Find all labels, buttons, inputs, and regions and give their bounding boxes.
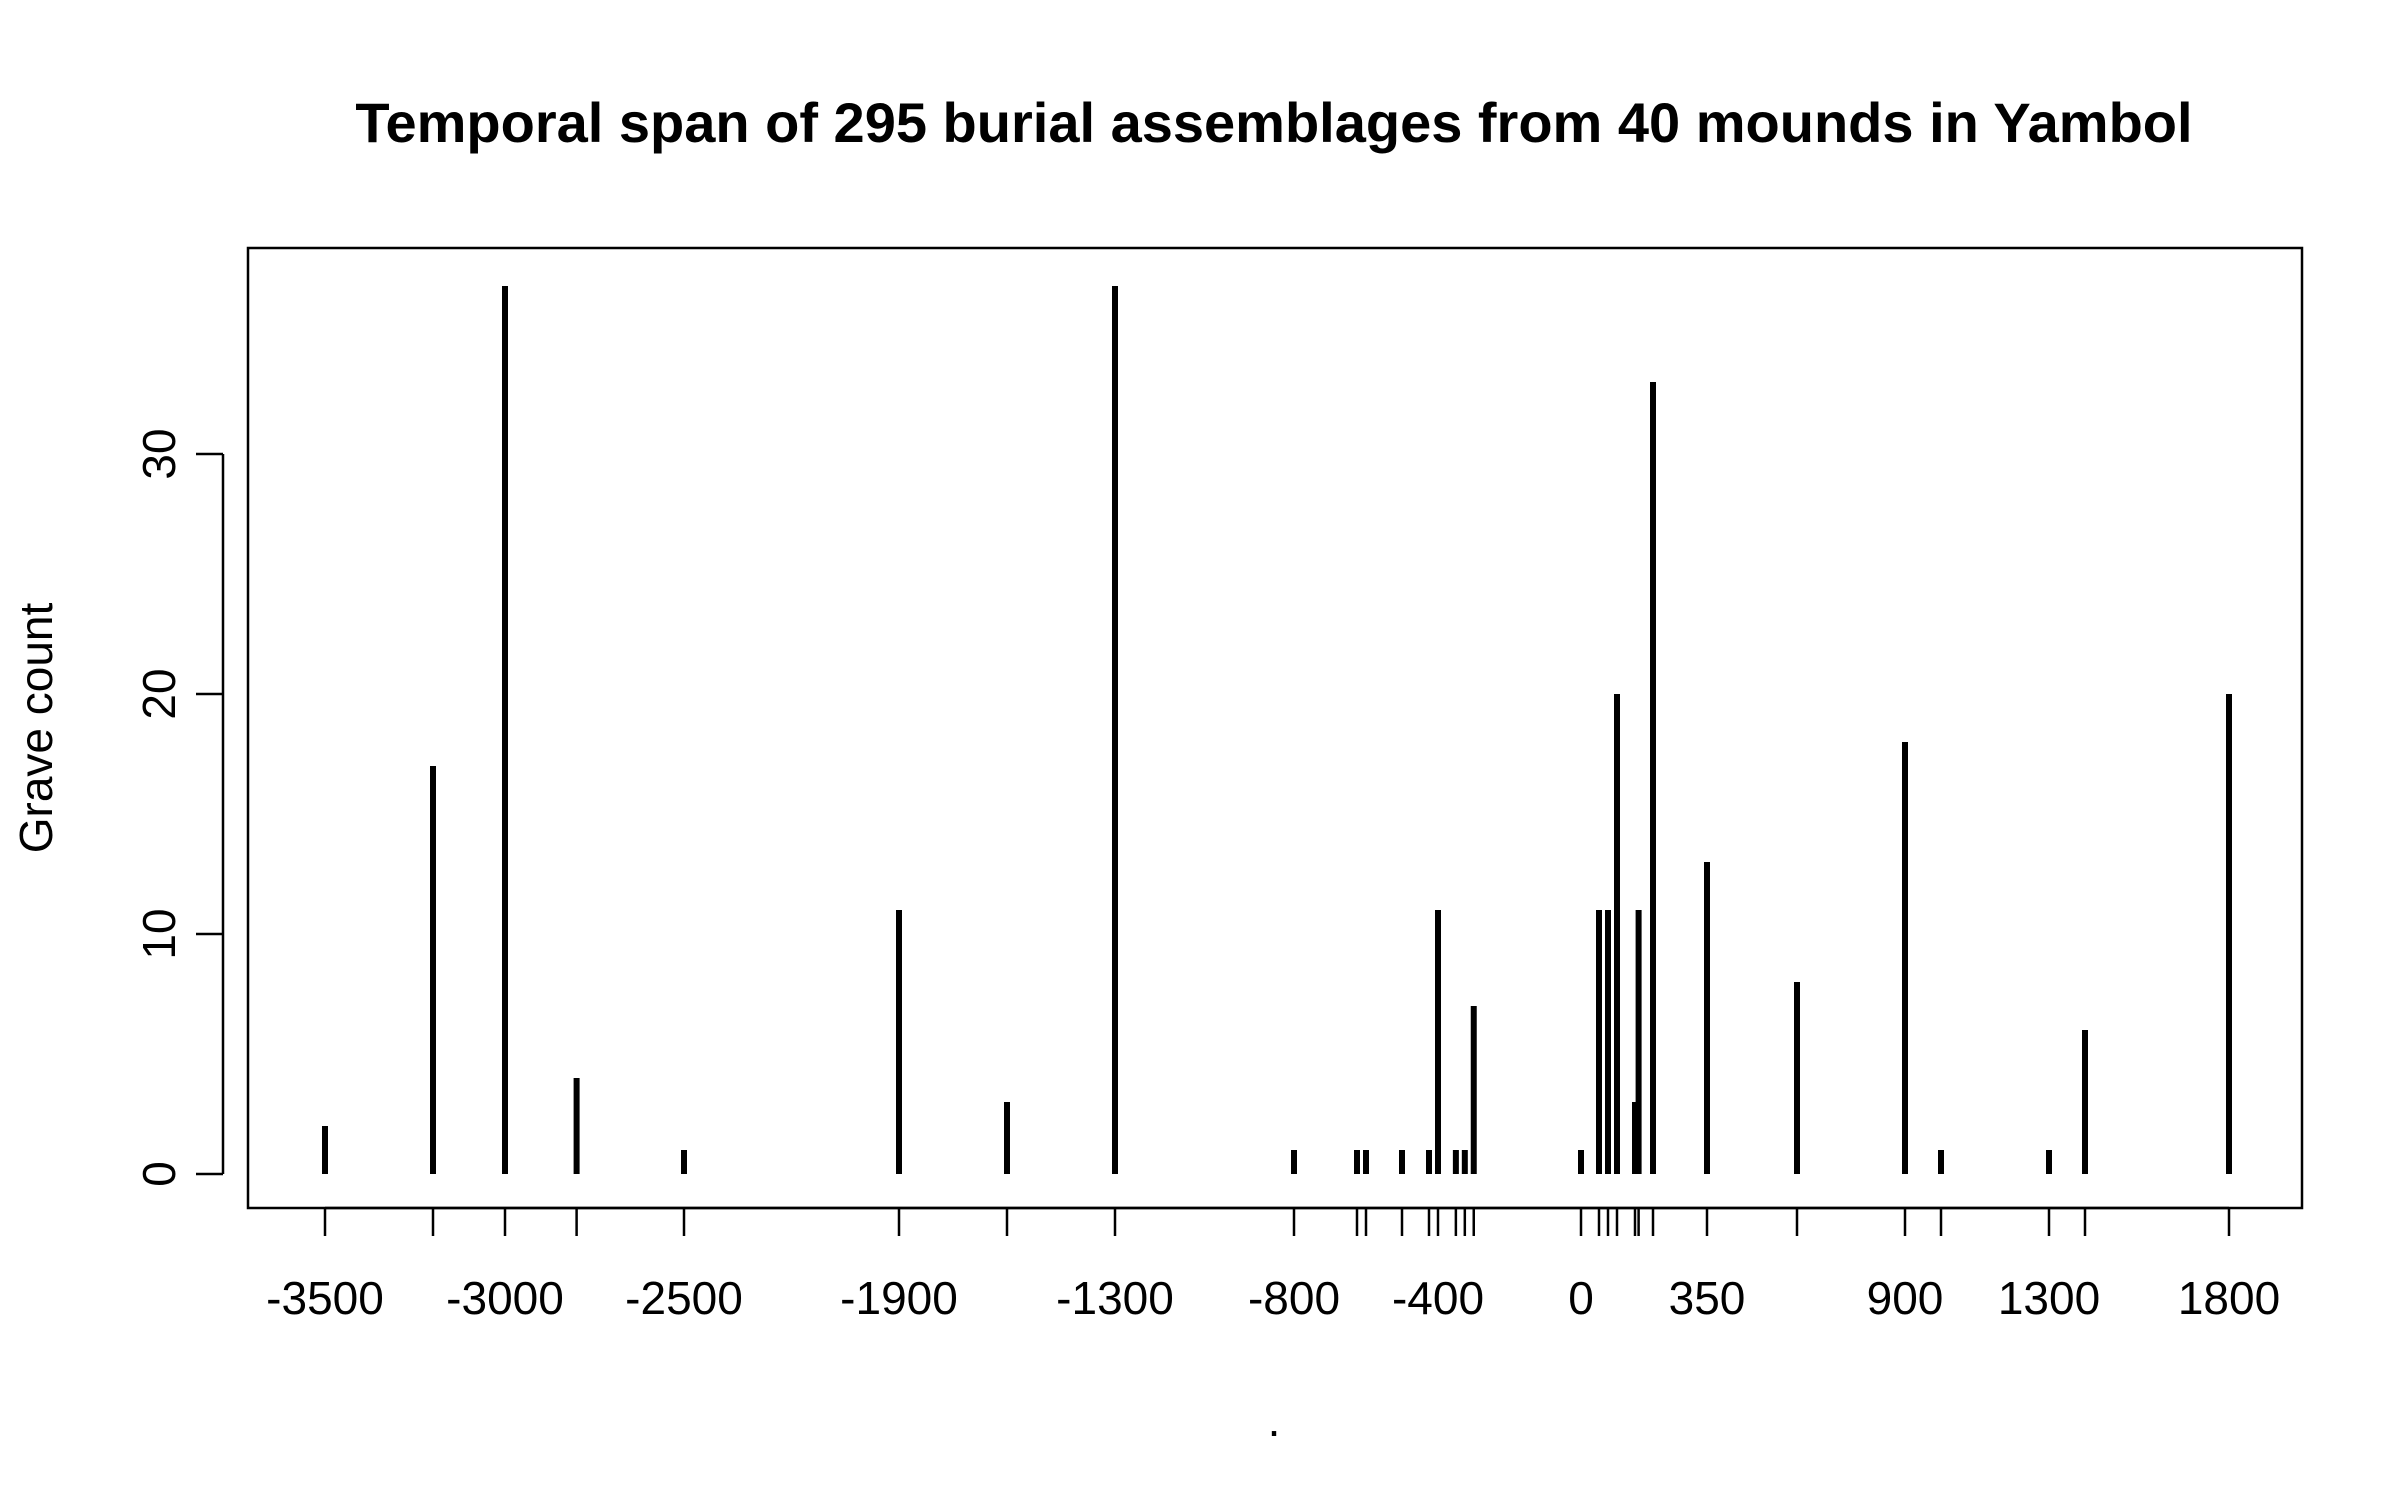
plot-frame (246, 246, 2304, 1210)
y-axis: 0 10 20 30 (133, 428, 225, 1187)
x-tick-label: -3500 (266, 1272, 384, 1324)
x-tick-label: -800 (1248, 1272, 1340, 1324)
x-tick-label: 0 (1568, 1272, 1594, 1324)
x-tick-label: -1300 (1056, 1272, 1174, 1324)
x-tick-label: -2500 (625, 1272, 743, 1324)
y-tick-label: 10 (133, 908, 185, 959)
x-tick-label: -3000 (446, 1272, 564, 1324)
bars-group (322, 286, 2232, 1174)
x-tick-label: 900 (1867, 1272, 1944, 1324)
y-tick-label: 20 (133, 668, 185, 719)
x-tick-label: 350 (1669, 1272, 1746, 1324)
y-tick-label: 30 (133, 428, 185, 479)
y-tick-label: 0 (133, 1161, 185, 1187)
x-tick-label: -1900 (840, 1272, 958, 1324)
x-axis: -3500 -3000 -2500 -1900 -1300 -800 -400 0 350 900… (266, 1206, 2280, 1324)
x-tick-label: 1300 (1998, 1272, 2100, 1324)
x-tick-label: 1800 (2178, 1272, 2280, 1324)
y-axis-label: Grave count (10, 602, 62, 853)
x-tick-label: -400 (1392, 1272, 1484, 1324)
x-axis-label: . (1268, 1394, 1281, 1446)
chart-title: Temporal span of 295 burial assemblages … (355, 91, 2192, 154)
